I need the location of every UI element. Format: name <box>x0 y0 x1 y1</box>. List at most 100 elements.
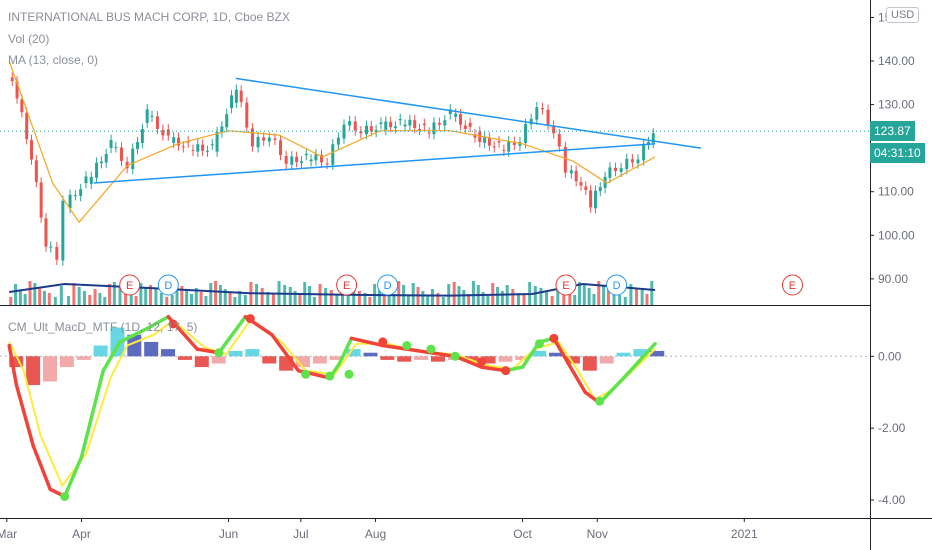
price-tick-label: 100.00 <box>878 228 915 242</box>
candle-body <box>84 176 88 183</box>
macd-line-segment <box>79 368 105 459</box>
candle-body <box>393 126 397 129</box>
macd-histogram-bar <box>380 356 395 360</box>
macd-histogram-bar <box>565 356 580 364</box>
trendline <box>235 77 702 149</box>
volume-bar <box>93 289 97 305</box>
candle-body <box>79 189 83 197</box>
crossover-dot <box>214 348 224 358</box>
volume-legend[interactable]: Vol (20) <box>8 32 50 46</box>
volume-bar <box>645 294 649 305</box>
event-marker <box>781 274 803 296</box>
candle-body <box>625 158 629 170</box>
volume-bar <box>293 291 297 305</box>
macd-histogram-bar <box>616 352 631 357</box>
candle-body <box>55 247 59 260</box>
event-marker <box>377 274 399 296</box>
event-label: E <box>562 280 569 292</box>
candle-body <box>557 134 561 147</box>
volume-bar <box>612 291 616 305</box>
volume-bar <box>471 281 475 305</box>
candle-body <box>295 156 299 163</box>
volume-bar <box>606 287 610 305</box>
crossover-dot <box>168 319 178 329</box>
volume-bar <box>411 283 415 305</box>
event-label: D <box>613 280 621 292</box>
volume-bar <box>82 291 86 305</box>
candle-body <box>502 149 506 151</box>
crossover-dot <box>344 369 354 379</box>
candle-body <box>403 124 407 127</box>
volume-bar <box>255 284 259 305</box>
candle-body <box>535 107 539 120</box>
candle-body <box>468 122 472 127</box>
event-label: D <box>384 280 392 292</box>
ma-line <box>8 60 656 224</box>
macd-histogram-bar <box>228 350 243 357</box>
volume-bar <box>266 292 270 305</box>
macd-line-segment <box>552 336 571 366</box>
candle-body <box>473 134 477 138</box>
volume-bar <box>204 296 208 305</box>
event-label: E <box>343 280 350 292</box>
volume-bar <box>568 291 572 305</box>
volume-bar <box>618 295 622 305</box>
volume-bar <box>335 294 339 305</box>
candle-body <box>89 176 93 184</box>
candle-body <box>608 167 612 178</box>
macd-line-segment <box>622 341 657 380</box>
candle-body <box>314 154 318 161</box>
event-marker <box>606 274 628 296</box>
macd-histogram-bar <box>549 352 564 357</box>
candle-body <box>95 162 99 178</box>
volume-bar <box>14 284 18 305</box>
candle-body <box>593 190 597 209</box>
macd-legend[interactable]: CM_Ult_MacD_MTF (1D, 12, 17, 5) <box>8 320 198 334</box>
macd-line-segment <box>566 361 587 394</box>
macd-histogram-bar <box>177 356 192 360</box>
macd-line-segment <box>101 340 122 373</box>
volume-bar <box>629 284 633 305</box>
currency-badge[interactable]: USD <box>886 7 920 23</box>
volume-bar <box>516 293 520 305</box>
ma-legend[interactable]: MA (13, close, 0) <box>8 53 99 67</box>
macd-histogram-bar <box>76 356 91 360</box>
crossover-dot <box>595 396 605 406</box>
volume-bar <box>28 281 32 305</box>
time-tick-label: Jun <box>219 527 238 541</box>
volume-bar <box>377 288 381 305</box>
candle-body <box>389 122 393 128</box>
candle-body <box>205 150 209 152</box>
candle-body <box>161 129 165 136</box>
volume-bar <box>324 288 328 305</box>
candle-body <box>68 194 72 209</box>
volume-bar <box>447 284 451 305</box>
candle-body <box>166 129 170 136</box>
volume-bar <box>283 285 287 305</box>
candle-body <box>614 167 618 172</box>
macd-histogram-bar <box>93 345 108 357</box>
candle-body <box>507 141 511 152</box>
volume-bar <box>288 287 292 305</box>
candle-body <box>463 125 467 129</box>
candle-body <box>34 160 38 182</box>
crossover-dot <box>477 357 487 367</box>
volume-bar <box>533 286 537 305</box>
candle-body <box>413 120 417 129</box>
candle-body <box>619 168 623 172</box>
candle-body <box>49 246 53 248</box>
crossover-dot <box>534 339 544 349</box>
volume-bar <box>522 295 526 305</box>
symbol-legend[interactable]: INTERNATIONAL BUS MACH CORP, 1D, Cboe BZ… <box>8 10 290 24</box>
macd-tick-label: -4.00 <box>878 493 906 507</box>
volume-bar <box>228 293 232 305</box>
candle-body <box>353 121 357 131</box>
candle-body <box>220 126 224 133</box>
volume-bar <box>500 291 504 305</box>
volume-bar <box>539 288 543 305</box>
macd-histogram-bar <box>329 356 344 360</box>
volume-bar <box>223 289 227 305</box>
volume-bar <box>452 282 456 305</box>
crossover-dot <box>245 314 255 324</box>
